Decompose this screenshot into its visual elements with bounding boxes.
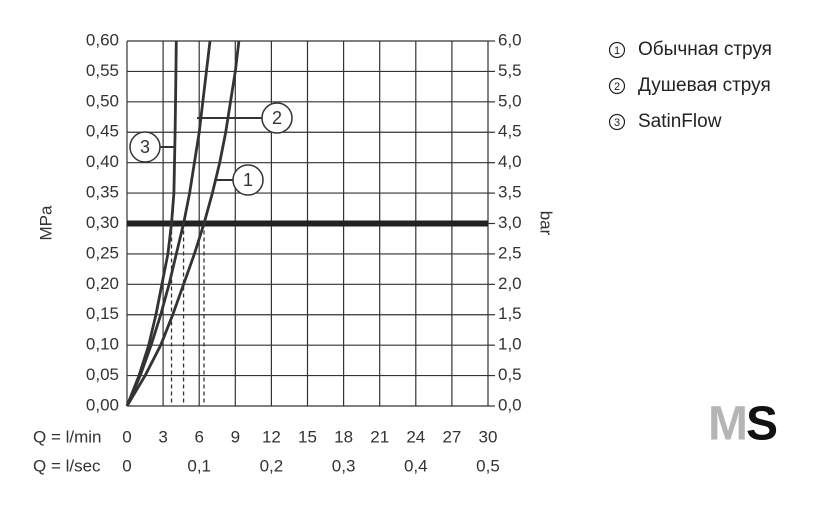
x-tick-label: 21 <box>370 427 389 446</box>
y2-tick-label: 2,0 <box>498 274 522 293</box>
x2-axis-label: Q = l/sec <box>33 456 101 475</box>
legend-circle <box>608 41 626 59</box>
x2-tick-label: 0,2 <box>260 456 284 475</box>
x-tick-label: 18 <box>334 427 353 446</box>
y2-tick-label: 1,0 <box>498 335 522 354</box>
callout-circle <box>232 164 264 196</box>
curve <box>125 40 212 407</box>
callout-label: 3 <box>140 137 150 157</box>
y-tick-label: 0,30 <box>86 213 119 232</box>
y2-tick-label: 0,0 <box>498 395 522 414</box>
y2-tick-label: 0,5 <box>498 365 522 384</box>
x-tick-label: 30 <box>479 427 498 446</box>
legend-number: 1 <box>614 45 620 57</box>
legend-label: SatinFlow <box>638 111 722 132</box>
callout-label: 2 <box>272 108 282 128</box>
callout-circle <box>129 131 161 163</box>
y-tick-label: 0,20 <box>86 274 119 293</box>
x-tick-label: 15 <box>298 427 317 446</box>
y2-tick-label: 5,0 <box>498 91 522 110</box>
logo-s: S <box>746 398 778 451</box>
y2-tick-label: 3,0 <box>498 213 522 232</box>
x2-tick-label: 0,5 <box>476 456 500 475</box>
y2-axis-label: bar <box>537 211 556 236</box>
x2-tick-label: 0,3 <box>332 456 356 475</box>
y2-tick-label: 3,5 <box>498 183 522 202</box>
x-tick-label: 9 <box>231 427 240 446</box>
y-tick-label: 0,25 <box>86 243 119 262</box>
x-tick-label: 12 <box>262 427 281 446</box>
callout-label: 1 <box>243 170 253 190</box>
y-tick-label: 0,10 <box>86 335 119 354</box>
y-tick-label: 0,40 <box>86 152 119 171</box>
legend-label: Обычная струя <box>638 39 772 60</box>
x-tick-label: 27 <box>442 427 461 446</box>
x-tick-label: 6 <box>194 427 203 446</box>
x2-tick-label: 0 <box>122 456 131 475</box>
y2-tick-label: 1,5 <box>498 304 522 323</box>
y2-tick-label: 4,0 <box>498 152 522 171</box>
x-tick-label: 3 <box>158 427 167 446</box>
y-tick-label: 0,60 <box>86 30 119 49</box>
y2-tick-label: 6,0 <box>498 30 522 49</box>
legend-circle <box>608 113 626 131</box>
y2-tick-label: 5,5 <box>498 61 522 80</box>
y2-tick-label: 2,5 <box>498 243 522 262</box>
legend-label: Душевая струя <box>638 75 771 96</box>
y-tick-label: 0,05 <box>86 365 119 384</box>
x-tick-label: 24 <box>406 427 425 446</box>
y-tick-label: 0,00 <box>86 395 119 414</box>
x-tick-label: 0 <box>122 427 131 446</box>
legend-circle <box>608 77 626 95</box>
x2-tick-label: 0,4 <box>404 456 428 475</box>
callout-circle <box>261 102 293 134</box>
curve <box>125 40 241 407</box>
legend-number: 2 <box>614 81 620 93</box>
y-tick-label: 0,15 <box>86 304 119 323</box>
logo-m: M <box>708 398 745 451</box>
legend-number: 3 <box>614 117 620 129</box>
x2-tick-label: 0,1 <box>187 456 211 475</box>
y-tick-label: 0,55 <box>86 61 119 80</box>
x-axis-label: Q = l/min <box>33 427 102 446</box>
y-axis-label: MPa <box>36 205 55 241</box>
y-tick-label: 0,35 <box>86 183 119 202</box>
y-tick-label: 0,45 <box>86 122 119 141</box>
y-tick-label: 0,50 <box>86 91 119 110</box>
curve <box>125 40 178 407</box>
y2-tick-label: 4,5 <box>498 122 522 141</box>
